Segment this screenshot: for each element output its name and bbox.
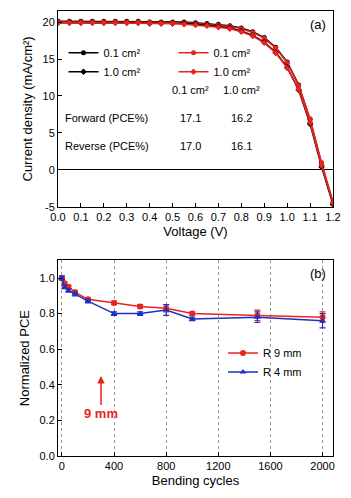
- svg-text:0: 0: [49, 164, 55, 176]
- svg-text:0.4: 0.4: [40, 379, 55, 391]
- svg-text:0.4: 0.4: [142, 211, 157, 223]
- svg-text:Reverse (PCE%): Reverse (PCE%): [65, 140, 149, 152]
- svg-text:0: 0: [59, 460, 65, 472]
- svg-text:0.2: 0.2: [96, 211, 111, 223]
- svg-text:Normalized PCE: Normalized PCE: [17, 310, 32, 406]
- svg-text:1.1: 1.1: [302, 211, 317, 223]
- svg-text:0.1 cm²: 0.1 cm²: [172, 84, 209, 96]
- svg-text:1200: 1200: [206, 460, 230, 472]
- svg-text:-5: -5: [45, 201, 55, 213]
- svg-text:0.6: 0.6: [40, 343, 55, 355]
- svg-text:1.0: 1.0: [280, 211, 295, 223]
- svg-text:1.0 cm²: 1.0 cm²: [223, 84, 260, 96]
- svg-text:800: 800: [157, 460, 175, 472]
- svg-text:20: 20: [43, 16, 55, 28]
- svg-text:17.0: 17.0: [180, 140, 201, 152]
- svg-text:0.8: 0.8: [234, 211, 249, 223]
- svg-text:400: 400: [105, 460, 123, 472]
- svg-text:1.0 cm²: 1.0 cm²: [214, 66, 251, 78]
- svg-text:Current density (mA/cm²): Current density (mA/cm²): [20, 36, 35, 181]
- svg-text:16.2: 16.2: [231, 112, 252, 124]
- svg-text:0.1: 0.1: [73, 211, 88, 223]
- svg-text:0.7: 0.7: [211, 211, 226, 223]
- svg-text:Voltage (V): Voltage (V): [163, 224, 227, 239]
- svg-text:(b): (b): [310, 266, 326, 281]
- svg-text:R 9 mm: R 9 mm: [263, 347, 302, 359]
- svg-text:5: 5: [49, 127, 55, 139]
- svg-text:0.0: 0.0: [50, 211, 65, 223]
- svg-text:0.2: 0.2: [40, 414, 55, 426]
- svg-text:Forward (PCE%): Forward (PCE%): [65, 112, 148, 124]
- svg-text:0.6: 0.6: [188, 211, 203, 223]
- svg-text:0.1 cm²: 0.1 cm²: [104, 47, 141, 59]
- svg-text:17.1: 17.1: [180, 112, 201, 124]
- svg-text:R 4 mm: R 4 mm: [263, 366, 302, 378]
- svg-text:(a): (a): [310, 17, 326, 32]
- svg-text:Bending cycles: Bending cycles: [152, 473, 240, 488]
- svg-text:1.0: 1.0: [40, 272, 55, 284]
- svg-text:9 mm: 9 mm: [84, 406, 118, 421]
- svg-text:0.3: 0.3: [119, 211, 134, 223]
- svg-text:10: 10: [43, 90, 55, 102]
- svg-text:1600: 1600: [258, 460, 282, 472]
- svg-text:15: 15: [43, 53, 55, 65]
- svg-text:0.0: 0.0: [40, 450, 55, 462]
- svg-text:1.2: 1.2: [325, 211, 340, 223]
- svg-text:0.1 cm²: 0.1 cm²: [214, 47, 251, 59]
- svg-text:16.1: 16.1: [231, 140, 252, 152]
- svg-text:0.5: 0.5: [165, 211, 180, 223]
- svg-text:1.0 cm²: 1.0 cm²: [104, 66, 141, 78]
- svg-text:0.9: 0.9: [257, 211, 272, 223]
- svg-text:2000: 2000: [310, 460, 334, 472]
- svg-text:0.8: 0.8: [40, 307, 55, 319]
